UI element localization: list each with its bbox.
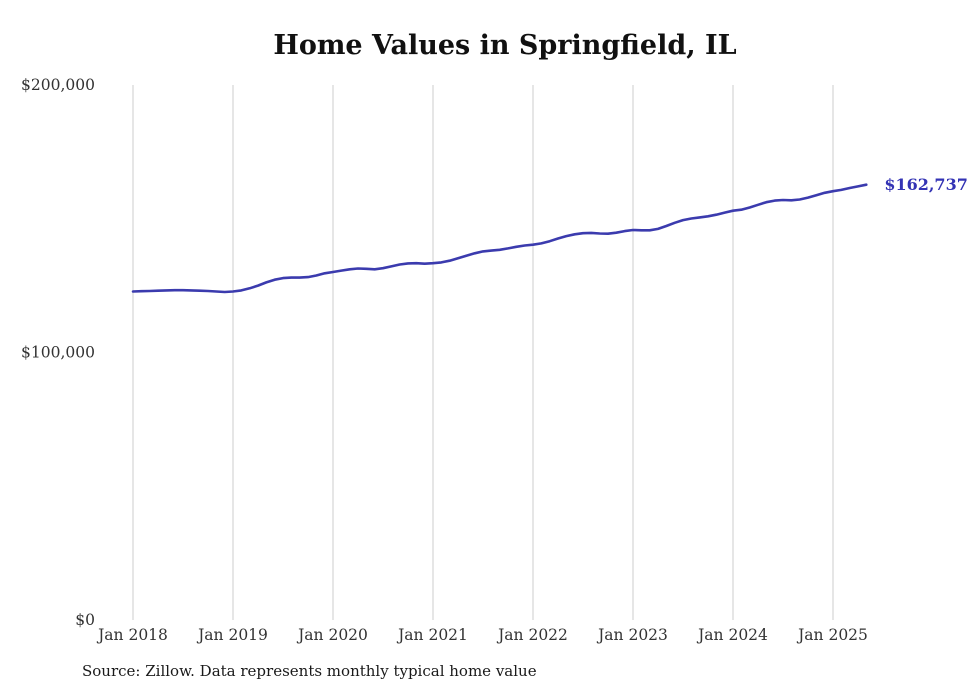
x-axis-tick-label: Jan 2023 — [596, 626, 668, 644]
value-line — [131, 183, 868, 294]
latest-value-label: $162,737 — [884, 175, 968, 194]
x-axis-tick-label: Jan 2024 — [696, 626, 768, 644]
x-axis-tick-label: Jan 2018 — [96, 626, 168, 644]
x-axis-tick-label: Jan 2019 — [196, 626, 268, 644]
y-axis-tick-label: $0 — [75, 611, 95, 629]
x-axis-tick-label: Jan 2025 — [796, 626, 868, 644]
x-axis-tick-label: Jan 2020 — [296, 626, 368, 644]
y-axis-tick-label: $200,000 — [21, 76, 95, 94]
chart-title: Home Values in Springfield, IL — [273, 30, 737, 61]
x-axis-tick-label: Jan 2022 — [496, 626, 568, 644]
source-note: Source: Zillow. Data represents monthly … — [82, 662, 537, 680]
y-axis-tick-label: $100,000 — [21, 344, 95, 362]
x-axis-tick-label: Jan 2021 — [396, 626, 468, 644]
